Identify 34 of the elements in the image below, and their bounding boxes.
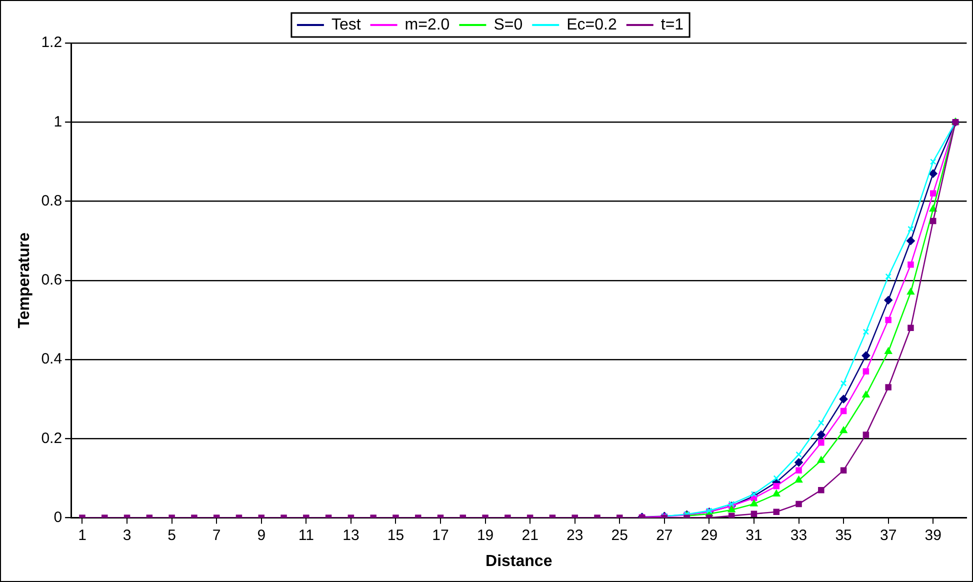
y-tick-label: 0.2 bbox=[41, 430, 62, 447]
x-tick-label: 37 bbox=[880, 526, 897, 544]
x-tick-label: 3 bbox=[122, 526, 132, 544]
y-tick-label: 0.8 bbox=[41, 192, 62, 210]
x-tick-label: 25 bbox=[611, 526, 628, 544]
y-tick-label: 1 bbox=[54, 113, 62, 130]
legend-label: t=1 bbox=[660, 16, 684, 34]
legend-label: m=2.0 bbox=[404, 16, 450, 34]
x-tick-label: 1 bbox=[78, 526, 86, 544]
x-axis-title: Distance bbox=[486, 552, 552, 570]
x-tick-label: 11 bbox=[298, 526, 314, 544]
legend-label: Test bbox=[331, 16, 362, 34]
x-tick-label: 29 bbox=[700, 526, 718, 544]
x-tick-label: 21 bbox=[522, 526, 538, 544]
y-axis-title: Temperature bbox=[16, 232, 34, 328]
x-tick-label: 9 bbox=[257, 526, 266, 544]
x-tick-label: 27 bbox=[656, 526, 673, 544]
x-tick-label: 39 bbox=[924, 526, 942, 544]
x-tick-label: 35 bbox=[835, 526, 852, 544]
x-tick-label: 15 bbox=[387, 526, 404, 544]
y-tick-label: 0.4 bbox=[41, 350, 62, 368]
x-tick-label: 19 bbox=[476, 526, 494, 544]
legend-label: S=0 bbox=[494, 16, 523, 34]
x-tick-label: 23 bbox=[566, 526, 584, 544]
y-tick-label: 0.6 bbox=[41, 272, 62, 289]
x-tick-label: 7 bbox=[212, 526, 221, 544]
y-tick-label: 1.2 bbox=[41, 34, 62, 52]
x-tick-label: 33 bbox=[790, 526, 808, 544]
x-tick-label: 5 bbox=[168, 526, 176, 544]
x-tick-label: 31 bbox=[746, 526, 762, 544]
legend-label: Ec=0.2 bbox=[566, 16, 617, 34]
y-tick-label: 0 bbox=[54, 508, 62, 526]
x-tick-label: 13 bbox=[342, 526, 360, 544]
x-tick-label: 17 bbox=[432, 526, 449, 544]
